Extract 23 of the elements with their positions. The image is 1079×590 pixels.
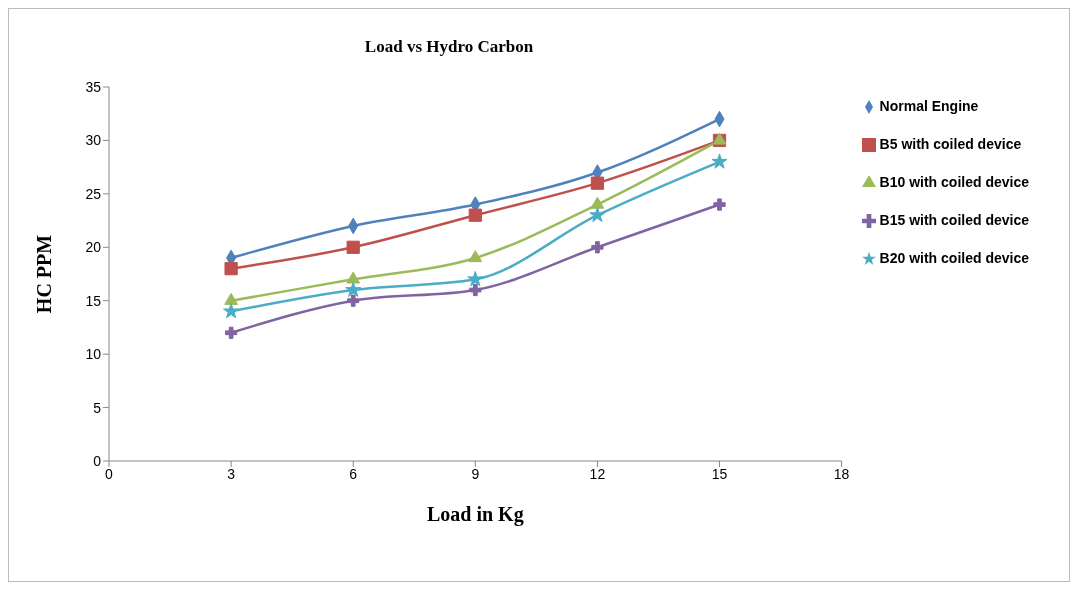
x-tick-label: 0 <box>105 465 114 482</box>
legend-label: B10 with coiled device <box>879 174 1029 190</box>
legend-label: B20 with coiled device <box>879 250 1029 266</box>
legend-label: B15 with coiled device <box>879 212 1029 228</box>
y-tick-label: 30 <box>85 132 102 149</box>
y-tick-label: 25 <box>85 185 102 202</box>
y-tick-label: 0 <box>93 452 102 469</box>
x-axis-title: Load in Kg <box>426 503 524 526</box>
y-tick-label: 20 <box>85 239 102 256</box>
x-tick-label: 15 <box>711 465 728 482</box>
x-tick-label: 9 <box>471 465 480 482</box>
x-tick-label: 18 <box>833 465 850 482</box>
x-tick-label: 6 <box>349 465 358 482</box>
legend-label: B5 with coiled device <box>879 136 1022 152</box>
y-tick-label: 15 <box>85 292 102 309</box>
y-axis-title: HC PPM <box>33 234 56 314</box>
x-tick-label: 3 <box>227 465 236 482</box>
y-tick-label: 35 <box>85 78 102 95</box>
legend-label: Normal Engine <box>879 98 979 114</box>
chart-title: Load vs Hydro Carbon <box>363 37 535 57</box>
y-tick-label: 10 <box>85 346 102 363</box>
x-tick-label: 12 <box>589 465 606 482</box>
y-tick-label: 5 <box>93 399 102 416</box>
